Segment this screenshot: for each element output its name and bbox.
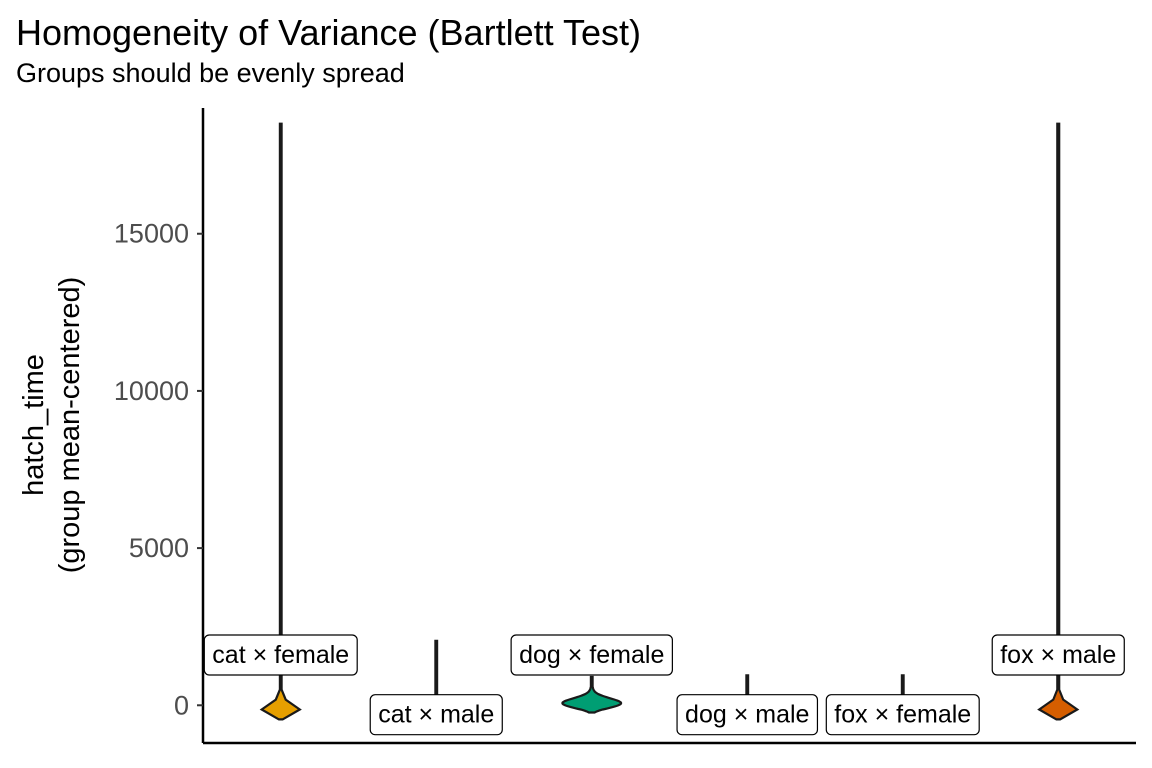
group-label-text: dog × female	[519, 641, 664, 669]
group-label-layer: cat × female cat × male dog × female dog × …	[203, 634, 1125, 736]
y-tick-label: 15000	[114, 219, 189, 249]
group-label-text: dog × male	[685, 701, 809, 729]
group-label-box	[203, 634, 358, 676]
y-tick-label: 5000	[129, 533, 189, 563]
group-label-cat-male: cat × male	[369, 694, 503, 736]
group-label-text: fox × male	[1000, 641, 1116, 669]
chart-title: Homogeneity of Variance (Bartlett Test)	[16, 12, 641, 53]
group-label-fox-male: fox × male	[991, 634, 1125, 676]
group-label-cat-female: cat × female	[203, 634, 358, 676]
axes: 0 5000 10000 15000	[114, 108, 1136, 745]
group-label-dog-female: dog × female	[510, 634, 673, 676]
group-label-box	[510, 634, 673, 676]
violin-cat-female	[259, 122, 302, 721]
chart-subtitle: Groups should be evenly spread	[16, 58, 405, 88]
y-tick-label: 0	[174, 690, 189, 720]
group-label-box	[825, 694, 980, 736]
violin-dog-female	[561, 675, 623, 714]
group-label-dog-male: dog × male	[676, 694, 819, 736]
violin-layer	[259, 122, 1080, 721]
group-label-text: cat × male	[378, 701, 494, 729]
y-tick-label: 10000	[114, 376, 189, 406]
violin-cat-male	[433, 639, 440, 716]
group-label-box	[676, 694, 819, 736]
group-label-box	[369, 694, 503, 736]
group-label-text: fox × female	[834, 701, 971, 729]
group-label-text: cat × female	[212, 641, 349, 669]
violin-fox-male	[1037, 122, 1080, 721]
group-label-fox-female: fox × female	[825, 694, 980, 736]
group-label-box	[991, 634, 1125, 676]
